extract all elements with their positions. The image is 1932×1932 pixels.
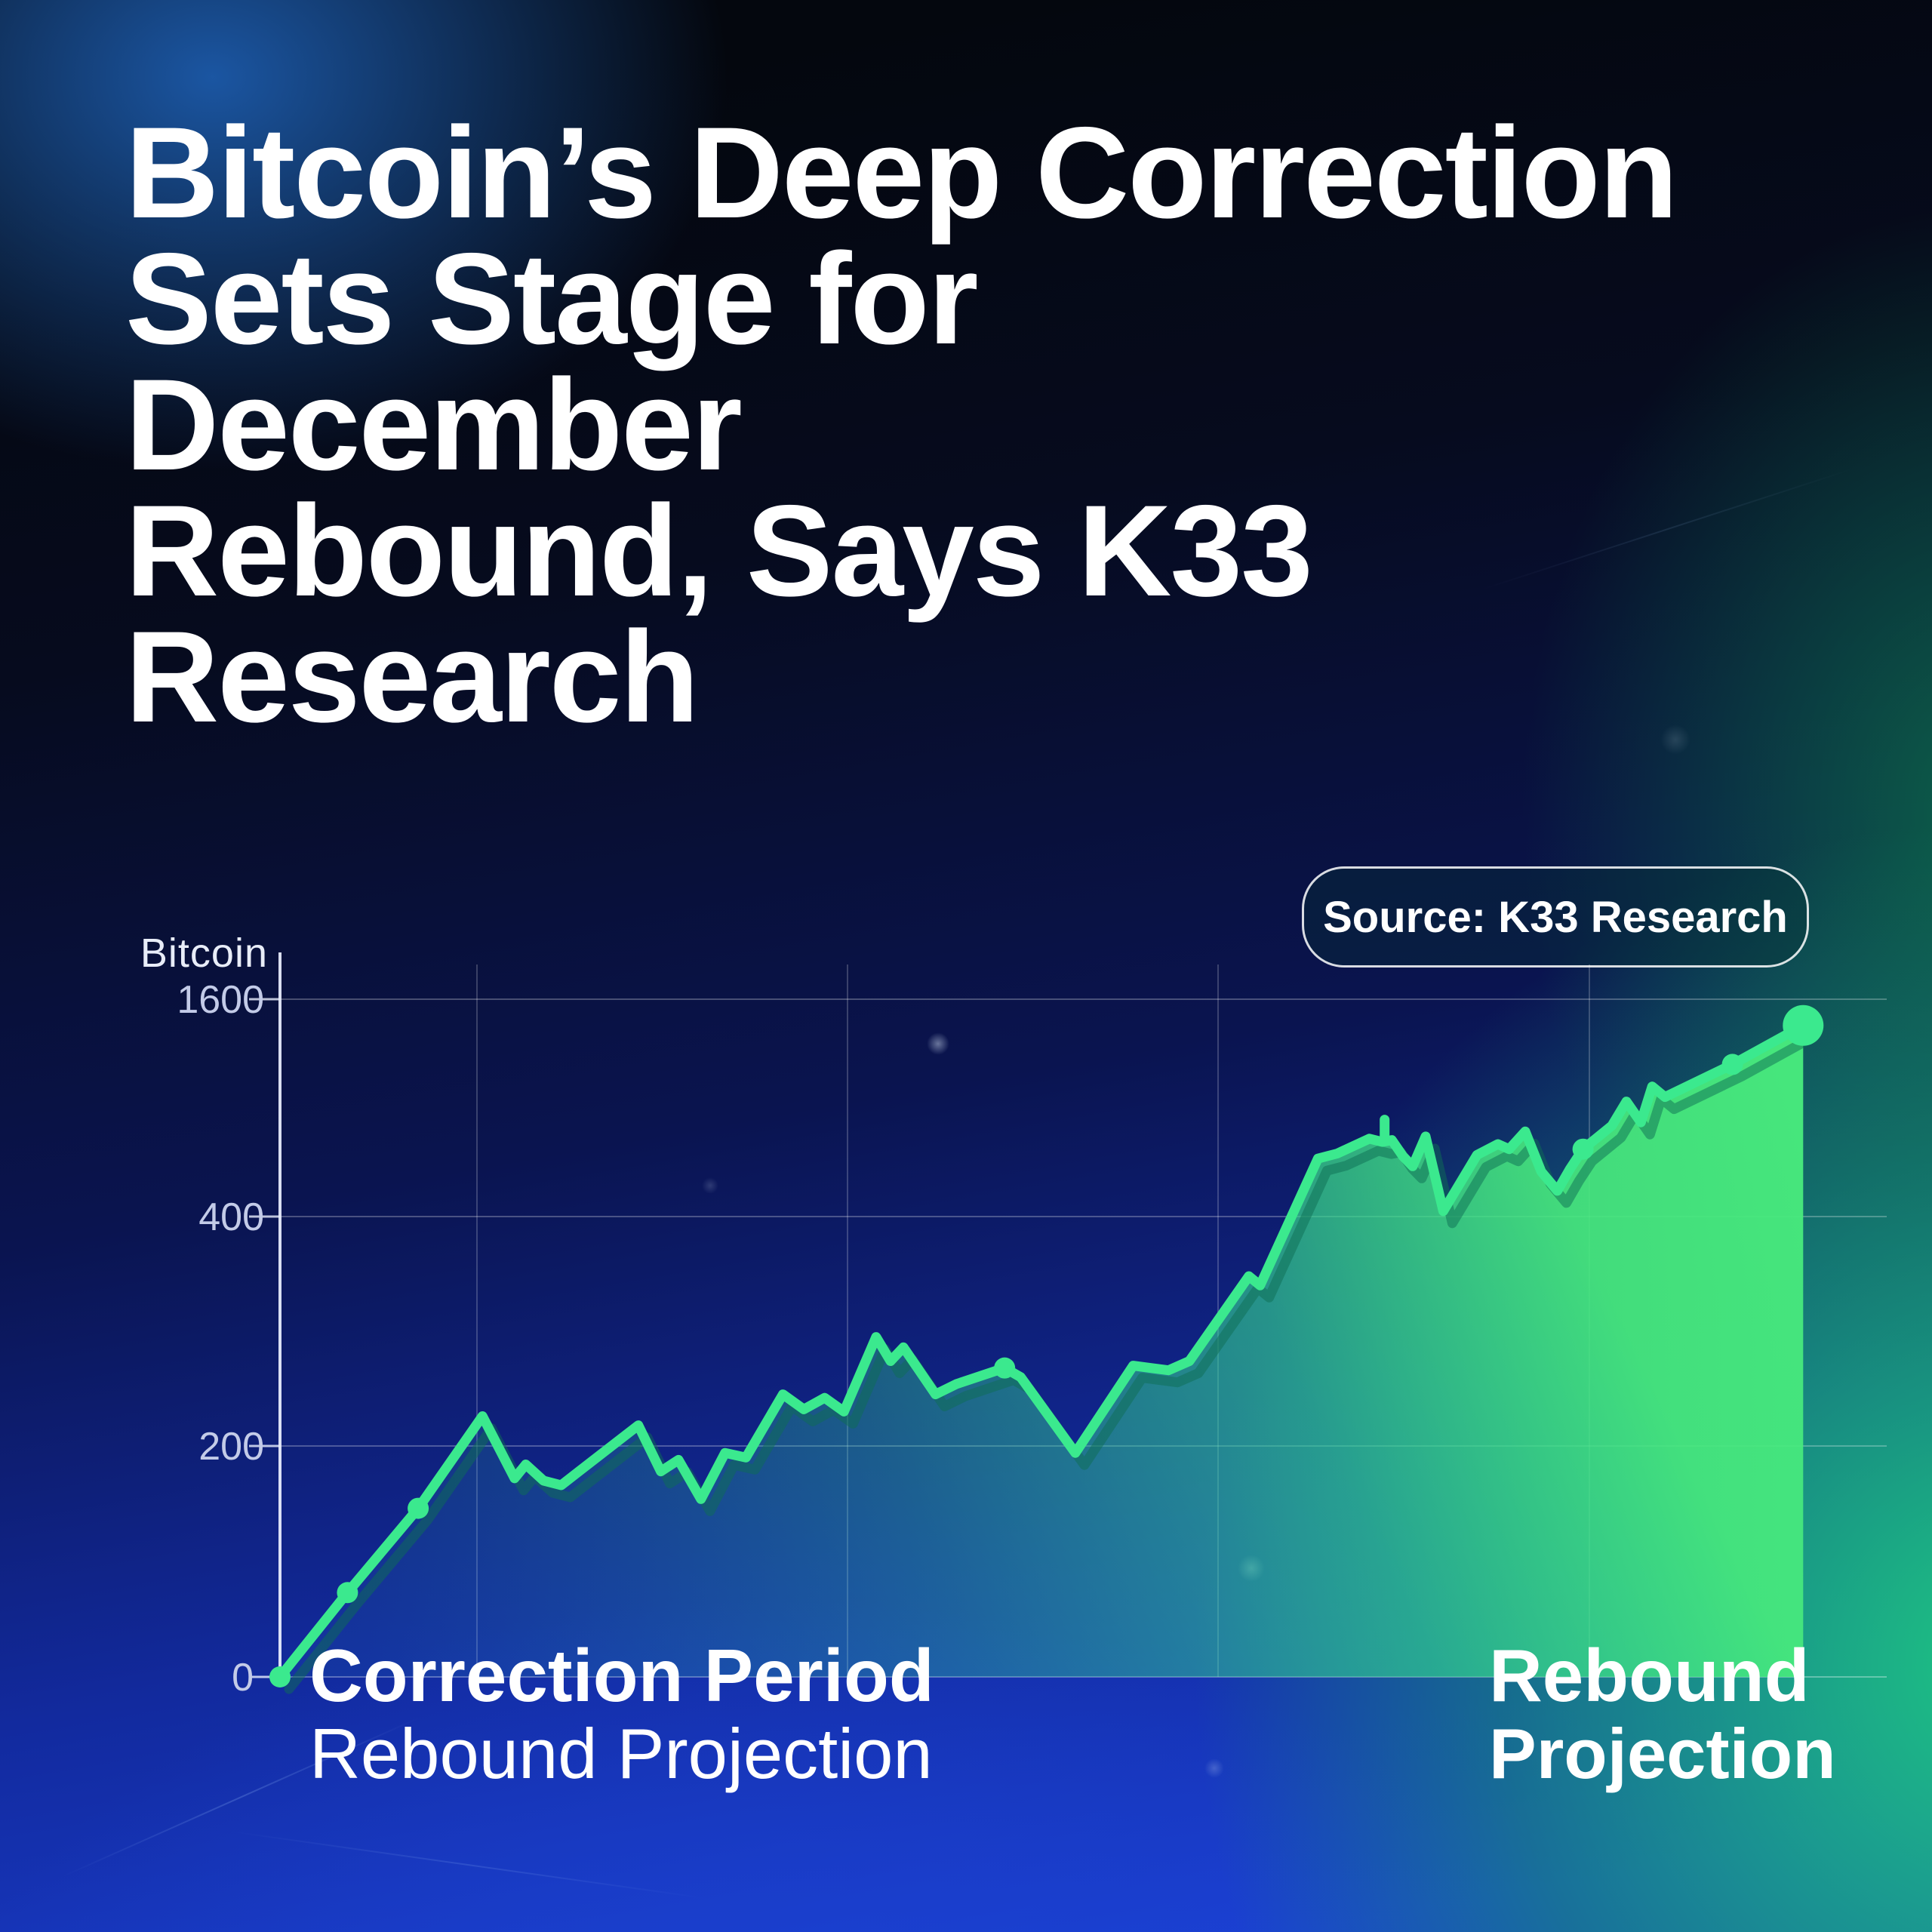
page-title-line: Bitcoin’s Deep Correction xyxy=(125,100,1678,245)
x-axis-label-line: Rebound Projection xyxy=(309,1714,933,1793)
y-axis-title: Bitcoin xyxy=(140,931,268,976)
source-badge-label: Source: K33 Research xyxy=(1323,892,1788,942)
background-glow-dot xyxy=(927,1032,949,1055)
y-tick-label: 200 xyxy=(198,1425,264,1469)
data-point-marker xyxy=(994,1357,1016,1379)
x-axis-label-line: Projection xyxy=(1489,1714,1836,1793)
page-title: Bitcoin’s Deep Correction Sets Stage for… xyxy=(125,100,1861,749)
y-tick-label: 1600 xyxy=(177,978,264,1022)
x-axis-label-line: Correction Period xyxy=(309,1634,934,1717)
area-fill xyxy=(280,1025,1804,1677)
data-point-marker xyxy=(408,1497,429,1519)
background-glow-dot xyxy=(1660,724,1690,755)
data-point-marker xyxy=(337,1582,358,1604)
x-axis-label-correction-period: Correction Period Rebound Projection xyxy=(309,1636,934,1793)
page-title-line: December xyxy=(125,352,743,497)
page-title-line: Rebound, Says K33 xyxy=(125,478,1313,623)
background-glow-dot xyxy=(1204,1758,1224,1778)
price-line xyxy=(275,1020,1808,1682)
page-title-line: Research xyxy=(125,605,700,749)
page-title-line: Sets Stage for xyxy=(125,226,979,371)
data-point-marker xyxy=(1721,1054,1743,1075)
source-badge: Source: K33 Research xyxy=(1302,866,1809,968)
background-glow-dot xyxy=(702,1177,718,1194)
y-tick-label: 0 xyxy=(232,1656,254,1700)
data-point-marker xyxy=(1572,1138,1594,1160)
end-point-marker xyxy=(1783,1004,1824,1046)
x-axis-label-line: Rebound xyxy=(1489,1634,1810,1717)
data-point-marker xyxy=(269,1666,291,1687)
x-axis-label-rebound-projection: Rebound Projection xyxy=(1489,1636,1836,1793)
y-tick-label: 400 xyxy=(198,1195,264,1239)
